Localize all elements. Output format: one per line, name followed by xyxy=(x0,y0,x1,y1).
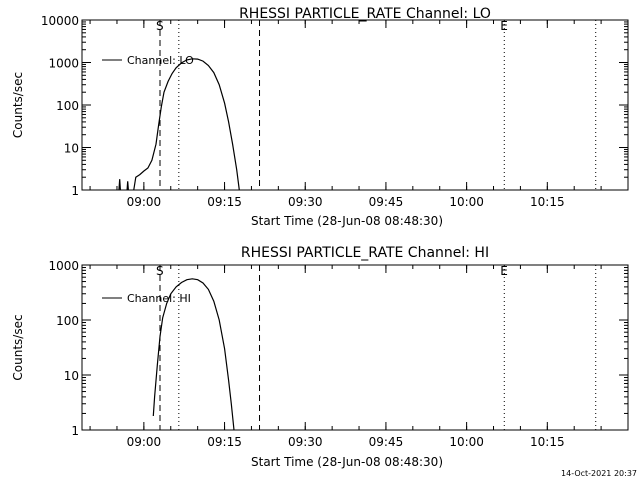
x-tick-label: 10:15 xyxy=(530,195,565,209)
x-tick-label: 09:00 xyxy=(127,195,162,209)
x-tick-label: 10:00 xyxy=(449,435,484,449)
x-tick-label: 09:15 xyxy=(207,435,242,449)
x-tick-label: 09:30 xyxy=(288,195,323,209)
y-axis-label: Counts/sec xyxy=(11,314,25,380)
x-tick-label: 09:00 xyxy=(127,435,162,449)
x-axis-label: Start Time (28-Jun-08 08:48:30) xyxy=(251,455,443,469)
y-tick-label: 1000 xyxy=(48,57,79,71)
x-tick-label: 09:30 xyxy=(288,435,323,449)
y-tick-label: 1000 xyxy=(48,259,79,273)
footer-timestamp: 14-Oct-2021 20:37 xyxy=(561,469,637,478)
series-line xyxy=(118,58,240,190)
chart-title: RHESSI PARTICLE_RATE Channel: LO xyxy=(239,6,491,22)
chart-panel-lo: RHESSI PARTICLE_RATE Channel: LO Start Ti… xyxy=(11,6,629,228)
x-tick-label: 09:15 xyxy=(207,195,242,209)
x-tick-label: 09:45 xyxy=(369,195,404,209)
event-marker-label: S xyxy=(156,264,164,278)
plot-frame xyxy=(81,264,629,431)
y-tick-label: 100 xyxy=(56,99,79,113)
x-axis-label: Start Time (28-Jun-08 08:48:30) xyxy=(251,214,443,228)
y-axis-label: Counts/sec xyxy=(11,72,25,138)
legend-entry: Channel: HI xyxy=(127,292,191,305)
event-marker-label: S xyxy=(156,19,164,33)
y-tick-label: 1 xyxy=(71,424,79,438)
x-tick-label: 09:45 xyxy=(369,435,404,449)
y-tick-label: 1 xyxy=(71,184,79,198)
legend-entry: Channel: LO xyxy=(127,54,194,67)
chart-title: RHESSI PARTICLE_RATE Channel: HI xyxy=(241,245,489,261)
x-tick-label: 10:15 xyxy=(530,435,565,449)
plot-frame xyxy=(81,19,629,191)
y-tick-label: 10 xyxy=(64,142,79,156)
x-tick-label: 10:00 xyxy=(449,195,484,209)
series-line xyxy=(152,278,235,430)
y-tick-label: 100 xyxy=(56,314,79,328)
event-marker-label: E xyxy=(500,264,508,278)
event-marker-label: E xyxy=(500,19,508,33)
chart-panel-hi: RHESSI PARTICLE_RATE Channel: HI Start Ti… xyxy=(11,245,629,469)
y-tick-label: 10 xyxy=(64,369,79,383)
y-tick-label: 10000 xyxy=(41,14,79,28)
